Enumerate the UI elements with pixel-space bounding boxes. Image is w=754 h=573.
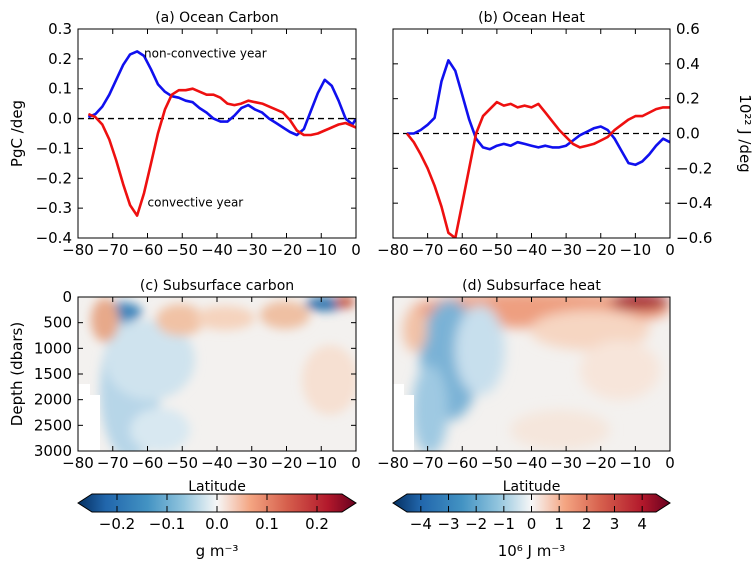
y-tick-label: 3000	[34, 442, 72, 460]
x-tick-label: −40	[201, 454, 233, 472]
y-tick-label: 1000	[34, 339, 72, 357]
x-tick-label: −50	[481, 241, 513, 259]
x-tick-label: −20	[585, 241, 617, 259]
series-line-b-1	[406, 58, 670, 167]
annotation-a-2: convective year	[148, 196, 244, 210]
colorbar-c	[77, 493, 357, 513]
panel-a-title: (a) Ocean Carbon	[155, 10, 279, 26]
colorbar-tick-label: 1	[554, 515, 564, 533]
x-tick-label: −40	[516, 241, 548, 259]
x-tick-label: −60	[132, 454, 164, 472]
heatmap-d-field	[393, 297, 670, 451]
x-tick-label: −50	[166, 454, 198, 472]
y-tick-label: 2000	[34, 391, 72, 409]
colorbar-tick-label: 3	[610, 515, 620, 533]
x-tick-label: −20	[271, 241, 303, 259]
panel-d-title: (d) Subsurface heat	[462, 278, 601, 294]
colorbar-tick-label: 2	[582, 515, 592, 533]
x-tick-label: −60	[446, 241, 478, 259]
x-tick-label: 0	[351, 454, 361, 472]
y-tick-label: −0.3	[36, 199, 72, 217]
panel-c: (c) Subsurface carbon−80 −70 −60 −50 −40 −30−…	[8, 278, 361, 495]
x-axis-label: Latitude	[188, 479, 246, 495]
y-tick-label: 0	[62, 288, 72, 306]
y-tick-label: 0.6	[676, 20, 700, 38]
panel-c-title: (c) Subsurface carbon	[140, 278, 294, 294]
x-tick-label: −70	[97, 241, 129, 259]
y-tick-label: 1500	[34, 365, 72, 383]
colorbar-label: 10⁶ J m⁻³	[498, 542, 566, 560]
x-tick-label: −10	[305, 454, 337, 472]
y-tick-label: −0.4	[36, 229, 72, 247]
colorbar-tick-label: −3	[437, 515, 459, 533]
x-tick-label: −80	[62, 454, 94, 472]
y-tick-label: −0.2	[676, 159, 712, 177]
series-line-b-2	[405, 100, 670, 238]
x-tick-label: −50	[166, 241, 198, 259]
x-tick-label: −30	[236, 241, 268, 259]
colorbar-d	[392, 493, 671, 513]
y-tick-label: 0.1	[48, 80, 72, 98]
x-tick-label: −10	[620, 454, 652, 472]
x-tick-label: −40	[516, 454, 548, 472]
y-tick-label: −0.1	[36, 139, 72, 157]
colorbar-tick-label: 4	[637, 515, 647, 533]
x-tick-label: 0	[351, 241, 361, 259]
x-tick-label: −20	[585, 454, 617, 472]
x-axis-label: Latitude	[503, 479, 561, 495]
x-tick-label: 0	[665, 241, 675, 259]
colorbar-tick-label: −2	[465, 515, 487, 533]
y-tick-label: 0.4	[676, 55, 700, 73]
panel-b: (b) Ocean Heat−80 −70 −60 −50 −40 −30 −20 −10 0−…	[377, 10, 754, 259]
x-tick-label: −30	[236, 454, 268, 472]
y-tick-label: −0.2	[36, 169, 72, 187]
colorbar-tick-label: 0	[527, 515, 537, 533]
x-tick-label: 0	[665, 454, 675, 472]
y-tick-label: 0.0	[676, 125, 700, 143]
y-tick-label: 0.2	[48, 50, 72, 68]
colorbar-tick-label: −0.1	[149, 515, 185, 533]
y-tick-label: 0.2	[676, 90, 700, 108]
panel-d: (d) Subsurface heat −80 −70 −60 −50 −40 −30 −20…	[377, 278, 675, 495]
colorbar-tick-label: −1	[493, 515, 515, 533]
colorbar-tick-label: −4	[410, 515, 432, 533]
series-line-a-2	[87, 87, 356, 217]
x-tick-label: −30	[550, 454, 582, 472]
y-tick-label: 500	[43, 314, 72, 332]
x-tick-label: −60	[132, 241, 164, 259]
x-tick-label: −80	[62, 241, 94, 259]
y-axis-label: 10²² J /deg	[736, 94, 754, 172]
colorbar-tick-label: 0.0	[205, 515, 229, 533]
annotation-a-1: non-convective year	[144, 46, 267, 60]
x-tick-label: −70	[412, 241, 444, 259]
colorbar-label: g m⁻³	[196, 542, 239, 560]
y-tick-label: 0.0	[48, 110, 72, 128]
x-tick-label: −30	[550, 241, 582, 259]
y-axis-label: Depth (dbars)	[8, 322, 26, 426]
x-tick-label: −70	[97, 454, 129, 472]
y-tick-label: 0.3	[48, 20, 72, 38]
heatmap-c-field	[78, 297, 356, 451]
y-axis-label: PgC /deg	[8, 100, 26, 167]
series-line-a-1	[87, 50, 356, 137]
x-tick-label: −50	[481, 454, 513, 472]
panel-b-title: (b) Ocean Heat	[478, 10, 585, 26]
x-tick-label: −40	[201, 241, 233, 259]
colorbar-tick-label: 0.2	[305, 515, 329, 533]
y-tick-label: −0.4	[676, 194, 712, 212]
x-tick-label: −10	[305, 241, 337, 259]
colorbar-tick-label: 0.1	[255, 515, 279, 533]
x-tick-label: −10	[620, 241, 652, 259]
x-tick-label: −70	[412, 454, 444, 472]
colorbar-tick-label: −0.2	[99, 515, 135, 533]
panel-a: (a) Ocean Carbon non-convective year conve…	[8, 10, 361, 259]
x-tick-label: −60	[446, 454, 478, 472]
x-tick-label: −20	[271, 454, 303, 472]
y-tick-label: −0.6	[676, 229, 712, 247]
x-tick-label: −80	[377, 241, 409, 259]
y-tick-label: 2500	[34, 416, 72, 434]
x-tick-label: −80	[377, 454, 409, 472]
